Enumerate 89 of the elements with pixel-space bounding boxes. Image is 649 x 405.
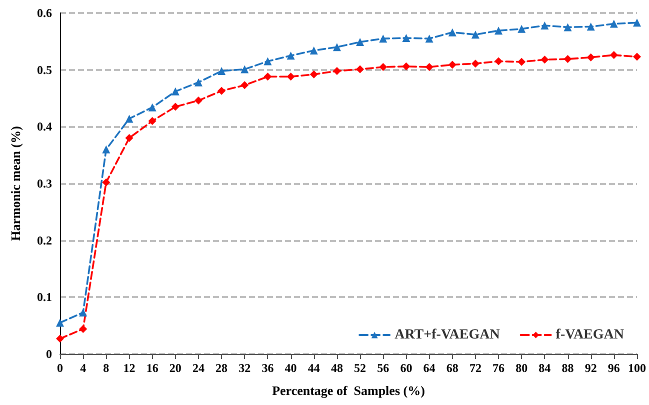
point (171, 87, 180, 96)
point (448, 60, 456, 69)
point (471, 60, 480, 68)
point (79, 308, 88, 317)
x-axis-title: Percentage of Samples (%) (272, 383, 425, 398)
x-tick-label: 100 (628, 361, 646, 375)
point (610, 51, 618, 60)
y-tick-label: 0.2 (37, 233, 52, 248)
x-tick-label: 52 (354, 361, 366, 375)
y-tick-label: 0.4 (37, 120, 52, 134)
legend-label: ART+f-VAEGAN (394, 328, 500, 342)
x-tick-label: 64 (423, 361, 436, 375)
point (379, 62, 388, 71)
point (518, 58, 526, 66)
point (402, 62, 410, 70)
point (332, 66, 341, 75)
x-tick-label: 76 (492, 361, 505, 375)
y-tick-label: 0.5 (37, 62, 52, 77)
x-tick-label: 16 (146, 361, 158, 375)
point (564, 23, 572, 32)
point (56, 318, 64, 327)
point (494, 57, 503, 66)
point (586, 22, 595, 31)
point (402, 34, 410, 42)
point (56, 334, 64, 343)
point (471, 30, 480, 39)
point (79, 324, 88, 333)
x-tick-label: 96 (608, 361, 620, 375)
point (586, 53, 595, 62)
x-tick-label: 92 (584, 361, 597, 375)
point (332, 43, 341, 52)
point (194, 96, 202, 105)
point (425, 62, 434, 71)
y-tick-label: 0.1 (37, 290, 52, 304)
point (125, 114, 134, 123)
point (240, 81, 249, 90)
point (125, 134, 134, 142)
x-tick-label: 32 (238, 361, 251, 375)
x-tick-label: 8 (103, 361, 110, 375)
y-tick-label: 0 (46, 347, 52, 361)
point (425, 34, 434, 43)
point (240, 65, 249, 74)
point (356, 38, 364, 46)
point (633, 18, 641, 27)
point (148, 103, 156, 112)
point (218, 86, 226, 95)
point (310, 46, 318, 55)
x-tick-label: 56 (377, 361, 390, 375)
point (286, 52, 295, 60)
point (194, 78, 202, 86)
x-tick-label: 0 (57, 361, 63, 375)
point (264, 72, 272, 81)
x-tick-label: 20 (169, 361, 182, 375)
point (540, 56, 549, 64)
x-tick-label: 36 (262, 361, 274, 375)
point (264, 57, 272, 66)
x-tick-label: 28 (216, 361, 228, 375)
point (218, 66, 226, 75)
point (564, 55, 572, 64)
point (518, 24, 526, 33)
x-tick-label: 88 (562, 361, 574, 375)
point (633, 52, 641, 61)
point (310, 70, 318, 78)
point (148, 116, 156, 125)
x-tick-label: 72 (469, 361, 482, 375)
x-tick-label: 84 (538, 361, 551, 375)
x-tick-label: 40 (284, 361, 297, 375)
x-tick-label: 44 (308, 361, 320, 375)
x-tick-label: 12 (123, 361, 136, 375)
y-tick-label: 0.6 (37, 6, 52, 20)
point (494, 26, 503, 35)
y-tick-label: 0.3 (37, 176, 52, 190)
point (102, 145, 110, 154)
y-axis-title: Harmonic mean (%) (8, 126, 23, 241)
x-tick-label: 80 (516, 361, 528, 375)
point (356, 65, 364, 74)
point (610, 20, 618, 28)
point (379, 34, 388, 43)
point (286, 72, 295, 81)
legend-label: f-VAEGAN (556, 328, 624, 342)
point (540, 22, 549, 30)
point (171, 102, 180, 111)
point (102, 178, 110, 186)
point (448, 28, 456, 36)
x-tick-label: 4 (80, 361, 86, 375)
x-tick-label: 48 (330, 361, 343, 375)
x-tick-label: 68 (446, 361, 458, 375)
x-tick-label: 60 (400, 361, 412, 375)
x-tick-label: 24 (192, 361, 204, 375)
